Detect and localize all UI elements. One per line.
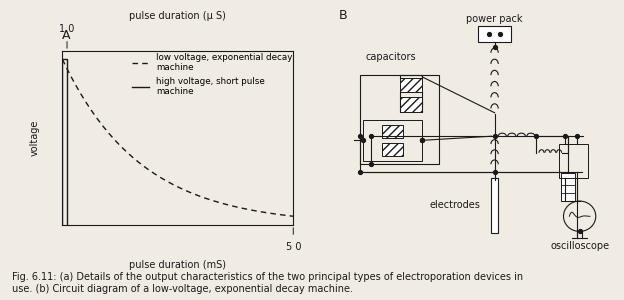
Bar — [400, 97, 422, 112]
Text: pulse duration (mS): pulse duration (mS) — [129, 260, 227, 270]
Text: 1 0: 1 0 — [59, 24, 75, 34]
Bar — [400, 78, 422, 92]
Bar — [559, 145, 588, 178]
Text: Fig. 6.11: (a) Details of the output characteristics of the two principal types : Fig. 6.11: (a) Details of the output cha… — [12, 272, 524, 294]
Bar — [363, 120, 422, 161]
Bar — [383, 143, 404, 156]
Legend: low voltage, exponential decay
machine, high voltage, short pulse
machine: low voltage, exponential decay machine, … — [131, 52, 293, 97]
Text: voltage: voltage — [30, 120, 40, 156]
Text: A: A — [62, 29, 71, 42]
Text: electrodes: electrodes — [429, 200, 480, 210]
Text: oscilloscope: oscilloscope — [550, 241, 609, 251]
Bar — [479, 26, 510, 42]
Bar — [359, 76, 439, 164]
Text: 5 0: 5 0 — [286, 242, 301, 252]
Text: capacitors: capacitors — [366, 52, 416, 62]
Text: B: B — [339, 9, 348, 22]
Bar — [560, 173, 575, 201]
Bar — [383, 124, 404, 138]
Text: pulse duration (μ S): pulse duration (μ S) — [129, 11, 227, 21]
Bar — [490, 178, 499, 233]
Text: power pack: power pack — [466, 14, 523, 24]
